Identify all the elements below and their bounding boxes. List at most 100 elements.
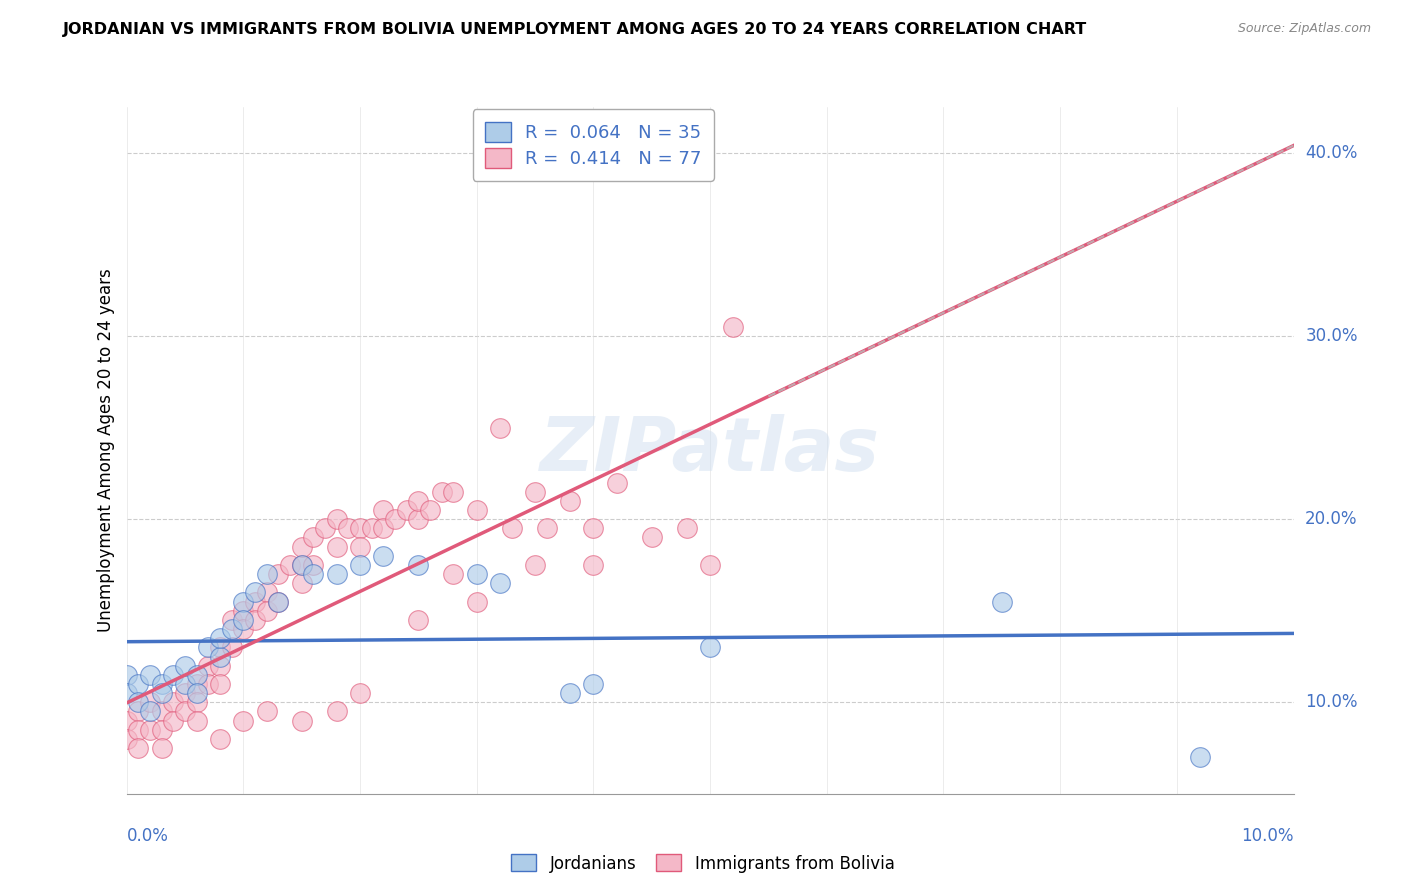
Point bbox=[290, 714, 312, 728]
Legend: Jordanians, Immigrants from Bolivia: Jordanians, Immigrants from Bolivia bbox=[505, 847, 901, 880]
Point bbox=[314, 521, 336, 535]
Point bbox=[208, 731, 231, 746]
Point bbox=[267, 567, 290, 582]
Point bbox=[232, 613, 254, 627]
Point bbox=[174, 677, 197, 691]
Point bbox=[524, 558, 547, 572]
Point bbox=[174, 658, 197, 673]
Point bbox=[232, 622, 254, 636]
Point bbox=[186, 668, 208, 682]
Text: Source: ZipAtlas.com: Source: ZipAtlas.com bbox=[1237, 22, 1371, 36]
Point bbox=[558, 686, 581, 700]
Point bbox=[115, 686, 138, 700]
Point bbox=[489, 420, 512, 434]
Point bbox=[150, 686, 173, 700]
Point bbox=[197, 658, 219, 673]
Point bbox=[208, 649, 231, 664]
Point bbox=[290, 558, 312, 572]
Y-axis label: Unemployment Among Ages 20 to 24 years: Unemployment Among Ages 20 to 24 years bbox=[97, 268, 115, 632]
Point bbox=[197, 677, 219, 691]
Point bbox=[197, 640, 219, 655]
Point bbox=[127, 695, 149, 709]
Point bbox=[536, 521, 558, 535]
Point bbox=[174, 705, 197, 719]
Point bbox=[349, 540, 371, 554]
Point bbox=[419, 503, 441, 517]
Legend: R =  0.064   N = 35, R =  0.414   N = 77: R = 0.064 N = 35, R = 0.414 N = 77 bbox=[472, 109, 714, 180]
Point bbox=[360, 521, 382, 535]
Point bbox=[465, 594, 488, 608]
Point bbox=[699, 558, 721, 572]
Point bbox=[127, 677, 149, 691]
Point bbox=[325, 567, 347, 582]
Point bbox=[256, 604, 278, 618]
Text: 40.0%: 40.0% bbox=[1305, 144, 1358, 161]
Point bbox=[325, 705, 347, 719]
Point bbox=[139, 705, 162, 719]
Point bbox=[337, 521, 360, 535]
Point bbox=[489, 576, 512, 591]
Point bbox=[267, 594, 290, 608]
Point bbox=[232, 604, 254, 618]
Point bbox=[408, 493, 430, 508]
Text: JORDANIAN VS IMMIGRANTS FROM BOLIVIA UNEMPLOYMENT AMONG AGES 20 TO 24 YEARS CORR: JORDANIAN VS IMMIGRANTS FROM BOLIVIA UNE… bbox=[63, 22, 1087, 37]
Point bbox=[290, 558, 312, 572]
Point bbox=[221, 622, 243, 636]
Point bbox=[267, 594, 290, 608]
Point bbox=[675, 521, 697, 535]
Point bbox=[373, 549, 395, 563]
Point bbox=[139, 668, 162, 682]
Point bbox=[373, 521, 395, 535]
Point bbox=[430, 484, 453, 499]
Point bbox=[186, 714, 208, 728]
Point bbox=[441, 484, 464, 499]
Point bbox=[606, 475, 628, 490]
Point bbox=[465, 503, 488, 517]
Point bbox=[582, 677, 605, 691]
Point bbox=[221, 613, 243, 627]
Point bbox=[373, 503, 395, 517]
Point bbox=[290, 540, 312, 554]
Point bbox=[208, 640, 231, 655]
Point bbox=[162, 668, 184, 682]
Point bbox=[408, 613, 430, 627]
Text: 10.0%: 10.0% bbox=[1241, 827, 1294, 845]
Point bbox=[524, 484, 547, 499]
Point bbox=[256, 585, 278, 599]
Point bbox=[582, 521, 605, 535]
Point bbox=[243, 613, 266, 627]
Point bbox=[162, 695, 184, 709]
Point bbox=[640, 531, 664, 545]
Point bbox=[150, 741, 173, 756]
Point bbox=[990, 594, 1012, 608]
Point bbox=[302, 567, 325, 582]
Point bbox=[127, 705, 149, 719]
Point bbox=[150, 705, 173, 719]
Point bbox=[232, 714, 254, 728]
Point bbox=[302, 531, 325, 545]
Point bbox=[186, 695, 208, 709]
Point bbox=[139, 723, 162, 737]
Point bbox=[325, 512, 347, 526]
Point bbox=[256, 705, 278, 719]
Point bbox=[150, 677, 173, 691]
Point bbox=[582, 558, 605, 572]
Point bbox=[290, 576, 312, 591]
Point bbox=[186, 677, 208, 691]
Point bbox=[232, 594, 254, 608]
Point bbox=[243, 585, 266, 599]
Point bbox=[441, 567, 464, 582]
Point bbox=[302, 558, 325, 572]
Text: 30.0%: 30.0% bbox=[1305, 327, 1358, 345]
Point bbox=[408, 558, 430, 572]
Point bbox=[349, 558, 371, 572]
Point bbox=[115, 731, 138, 746]
Point bbox=[208, 631, 231, 645]
Point bbox=[174, 686, 197, 700]
Point bbox=[127, 723, 149, 737]
Text: 10.0%: 10.0% bbox=[1305, 693, 1358, 711]
Point bbox=[465, 567, 488, 582]
Point bbox=[395, 503, 418, 517]
Point bbox=[150, 723, 173, 737]
Point bbox=[115, 668, 138, 682]
